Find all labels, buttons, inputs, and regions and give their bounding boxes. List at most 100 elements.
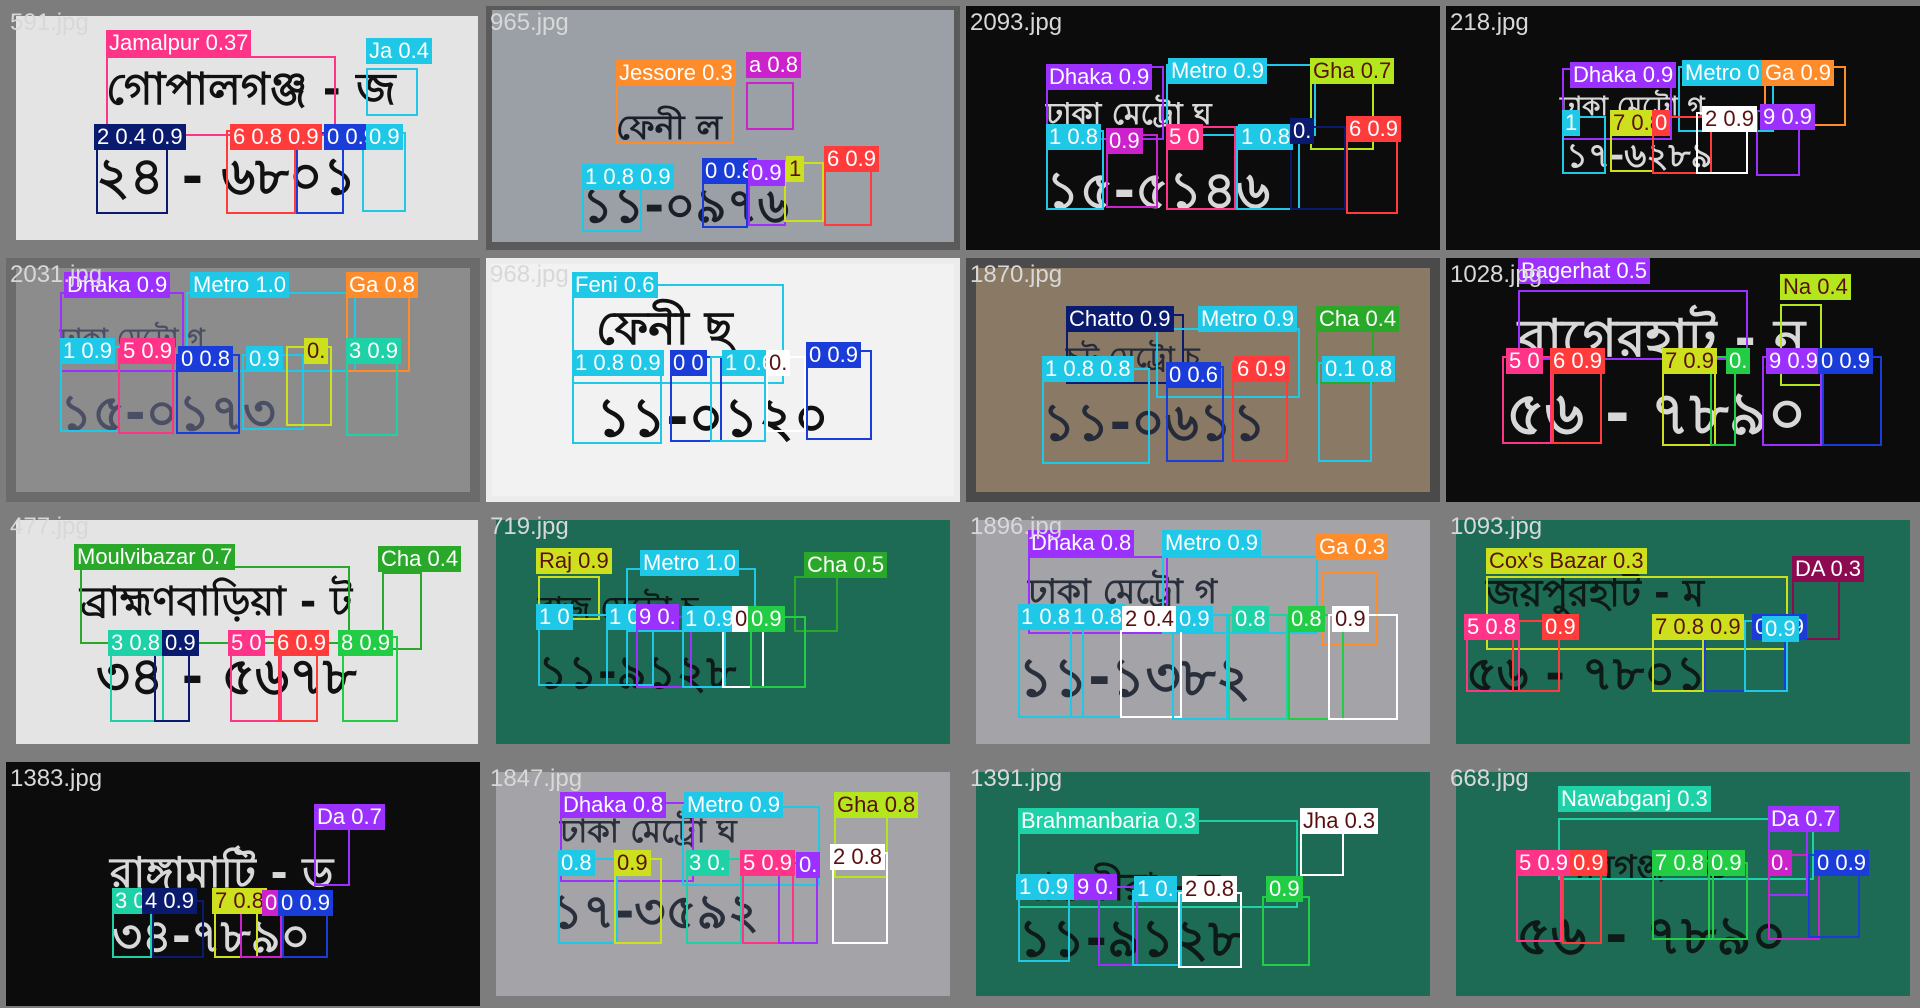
plate-text-bottom: ৩৪-৭৮৯০ [112,909,311,963]
image-filename: 1028.jpg [1450,261,1543,288]
plate-text-bottom: ১৭-৬২৮৯ [1566,136,1713,176]
detection-label: 3 0.8 [108,630,163,656]
detection-label: Brahmanbaria 0.3 [1018,808,1199,834]
detection-label: Gha 0.7 [1310,58,1395,84]
detection-label: 0 [1652,110,1671,136]
detection-box [1562,116,1606,174]
result-tile: 1383.jpg রাঙ্গামাটি - ড ৩৪-৭৮৯০ Da 0.7 3 0. 4… [6,762,480,1006]
detection-label: Metro 0 [1682,60,1763,86]
detection-box [1178,892,1242,968]
detection-box [1768,854,1820,940]
detection-label: Moulvibazar 0.7 [74,544,236,570]
detection-label: 0.9 [748,606,785,632]
detection-label: Ga 0.3 [1316,534,1389,560]
detection-box [314,822,350,886]
detection-label: 1 0 [536,604,573,630]
detection-label: 0 0.9 [806,342,861,368]
detection-label: 5 0.9 [740,850,795,876]
detection-label: 5 0 [228,630,265,656]
detection-label: 0 0.9 [278,890,333,916]
image-filename: 668.jpg [1450,765,1529,792]
detection-label: 9 0.9 [1766,348,1821,374]
detection-label: 7 0.9 [1662,348,1717,374]
detection-label: 6 0.9 [274,630,329,656]
detection-label: DA 0.3 [1792,556,1865,582]
plate-text-bottom: ১৭-৩৫৯২ [552,884,759,940]
plate-text-top: জয়পুরহাট - ম [1486,571,1705,615]
detection-label: Jha 0.3 [1300,808,1379,834]
image-filename: 1896.jpg [970,513,1063,540]
plate-text-top: গোপালগঞ্জ - জ [106,64,396,115]
detection-label: Cha 0.4 [1316,306,1400,332]
detection-label: 2 0.8 [1182,876,1237,902]
detection-label: Raj 0.9 [536,548,612,574]
detection-label: 0.9 [1762,616,1799,642]
detection-label: 2 0.4 [1122,606,1177,632]
detection-label: 2 0.8 [830,844,885,870]
detection-label: 0. [1726,348,1751,374]
detection-label: 0.9 [1106,128,1143,154]
detection-label: 7 0.8 0.9 [1652,614,1744,640]
plate-photo [1446,6,1920,250]
detection-label: 2 0.4 0.9 [94,124,186,150]
detection-label: Bagerhat 0.5 [1518,258,1650,284]
detection-label: Metro 1.0 [190,272,289,298]
plate-text-bottom: ৫৬ - ৭৮৯০ [1506,379,1807,449]
plate-photo [492,264,954,496]
detection-label: Nawabganj 0.3 [1558,786,1711,812]
detection-box [1042,368,1150,464]
detection-label: Da 0.7 [1768,806,1839,832]
detection-label: Metro 0.9 [1168,58,1267,84]
detection-box [366,68,418,116]
detection-box [572,284,784,384]
detection-label: 7 0.8 [212,888,267,914]
detection-label: 2 0.9 [1702,106,1757,132]
detection-label: 6 0.9 [1550,348,1605,374]
plate-text-bottom: ৩৪ - ৫৬৭৮ [96,647,357,707]
detection-box [106,56,336,136]
detection-label: Metro 0.9 [1198,306,1297,332]
detection-label: Da 0.7 [314,804,385,830]
detection-label: 9 0. [636,604,679,630]
plate-text-bottom: ১১-০১২০ [596,386,829,449]
result-tile: 1028.jpg বাগেরহাট - ন ৫৬ - ৭৮৯০ Bagerhat 0.… [1446,258,1920,502]
result-tile: 1896.jpg ঢাকা মেট্রো গ ১১-১৩৮২ Dhaka 0.8 Met… [966,510,1440,754]
detection-label: 0.9 [1708,850,1745,876]
detection-label: 0.9 [246,346,283,372]
detection-label: Feni 0.6 [572,272,658,298]
plate-text-bottom: ১১-৯১২৮ [1018,909,1243,969]
plate-photo [6,762,480,1006]
plate-text-bottom: ৫৬ - ৭৮০১ [1466,646,1707,702]
image-filename: 965.jpg [490,9,569,36]
detection-label: 1 [786,156,805,182]
image-filename: 1391.jpg [970,765,1063,792]
plate-photo [492,10,954,242]
detection-label: 1 0.8 0.8 [1042,356,1134,382]
detection-label: 8 0.9 [338,630,393,656]
plate-text-top: ফেনী ল [616,108,722,148]
detection-label: 0.1 0.8 [1322,356,1396,382]
detection-label: 0 0.9 [1814,850,1869,876]
result-tile: 218.jpg ঢাকা মেট্রো গ ১৭-৬২৮৯ Dhaka 0.9 Metr… [1446,6,1920,250]
image-filename: 1093.jpg [1450,513,1543,540]
detection-box [1518,290,1748,360]
detection-label: 0.8 [1288,606,1325,632]
result-tile: 1093.jpg জয়পুরহাট - ম ৫৬ - ৭৮০১ Cox's Baza… [1446,510,1920,754]
result-tile: 2093.jpg ঢাকা মেট্রো ঘ ১৫-৫১৪৬ Dhaka 0.9 Met… [966,6,1440,250]
detection-box [1262,896,1310,966]
result-tile: 1847.jpg ঢাকা মেট্রো ঘ ১৭-৩৫৯২ Dhaka 0.8 Met… [486,762,960,1006]
detection-label: Dhaka 0.8 [560,792,667,818]
detection-label: 0. [304,338,329,364]
detection-box [382,572,422,650]
detection-label: 0 0.8 [702,158,757,184]
result-tile: 1391.jpg সাতক্ষীরা - ম ১১-৯১২৮ Brahmanbaria… [966,762,1440,1006]
detection-label: Dhaka 0.9 [1570,62,1677,88]
image-filename: 2093.jpg [970,9,1063,36]
detection-label: 3 0.9 [346,338,401,364]
detection-label: Cha 0.4 [378,546,462,572]
detection-label: 1 0.8 0.9 [572,350,664,376]
detection-label: 0.9 [1266,876,1303,902]
detection-label: 0.9 [366,124,403,150]
